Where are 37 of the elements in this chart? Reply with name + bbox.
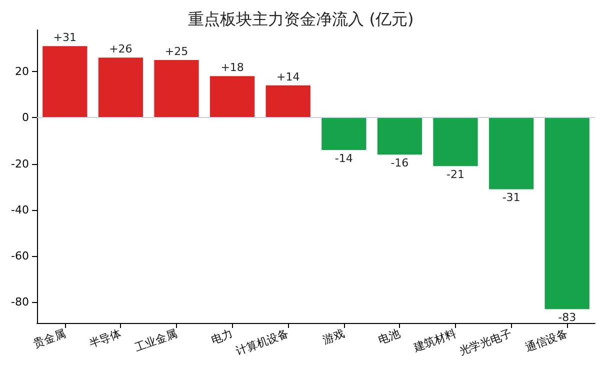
bar: [266, 85, 310, 118]
data-label: -21: [446, 168, 464, 182]
y-tick-label: -20: [11, 157, 29, 170]
bar: [322, 118, 366, 150]
data-label: -14: [334, 152, 353, 165]
data-label: -16: [390, 156, 409, 170]
bar: [488, 118, 534, 190]
bar: [544, 118, 590, 310]
data-label: +25: [164, 44, 188, 58]
y-tick-label: 20: [15, 65, 29, 78]
x-tick-label: 游戏: [321, 326, 346, 347]
x-tick-label: 通信设备: [524, 326, 570, 354]
bar: [210, 76, 255, 118]
x-tick-label: 工业金属: [132, 326, 179, 354]
x-tick-label: 电力: [209, 326, 235, 347]
chart-title: 重点板块主力资金净流入 (亿元): [188, 10, 414, 28]
data-label: -83: [558, 311, 576, 324]
x-tick-label: 电池: [376, 326, 402, 347]
y-tick-label: -60: [11, 250, 29, 263]
y-tick-label: 0: [22, 111, 29, 124]
data-label: +18: [220, 61, 244, 74]
x-tick-label: 建筑材料: [410, 326, 458, 354]
y-tick-label: -40: [11, 203, 29, 216]
y-tick-label: -80: [11, 296, 29, 309]
x-tick-label: 贵金属: [32, 326, 68, 350]
bar: [98, 58, 144, 118]
bar: [42, 46, 88, 118]
data-label: +26: [109, 42, 132, 56]
bar: [377, 118, 422, 155]
bar: [154, 60, 199, 118]
data-label: -31: [502, 191, 520, 204]
x-tick-label: 计算机设备: [234, 326, 290, 358]
x-tick-label: 半导体: [87, 326, 123, 350]
bar: [433, 118, 478, 166]
data-label: +31: [53, 31, 77, 44]
x-tick-label: 光学光电子: [457, 326, 514, 358]
data-label: +14: [276, 70, 300, 84]
